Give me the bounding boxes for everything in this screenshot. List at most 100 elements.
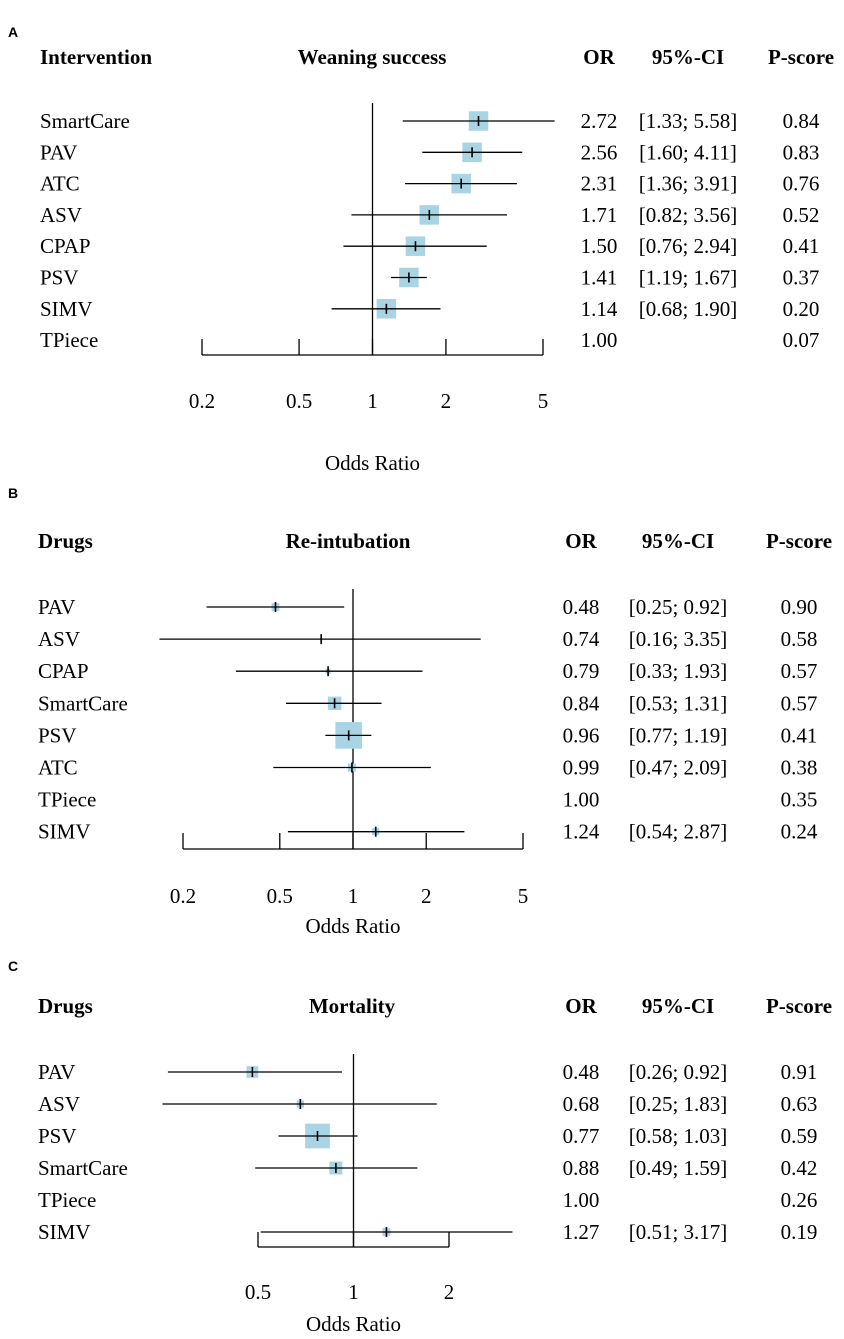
x-tick-label: 0.5 [267, 884, 293, 908]
pscore-value: 0.24 [781, 820, 818, 844]
or-value: 0.88 [563, 1156, 600, 1180]
row-psv: PSV 0.77 [0.58; 1.03] 0.59 [38, 1123, 817, 1149]
header-label: Drugs [38, 529, 93, 553]
row-pav: PAV 0.48 [0.25; 0.92] 0.90 [38, 595, 817, 619]
row-label: PSV [38, 723, 77, 747]
x-tick-label: 1 [348, 884, 359, 908]
x-axis-title: Odds Ratio [305, 914, 400, 938]
ci-value: [0.33; 1.93] [629, 659, 728, 683]
pscore-value: 0.57 [781, 691, 818, 715]
pscore-value: 0.84 [783, 109, 820, 133]
header-ci: 95%-CI [642, 994, 714, 1018]
pscore-value: 0.41 [781, 723, 818, 747]
row-label: TPiece [38, 788, 96, 812]
x-tick-label: 0.5 [245, 1280, 271, 1304]
or-value: 0.77 [563, 1124, 600, 1148]
x-tick-label: 2 [421, 884, 432, 908]
row-simv: SIMV 1.27 [0.51; 3.17] 0.19 [38, 1220, 817, 1244]
row-label: CPAP [38, 659, 89, 683]
x-tick-label: 2 [444, 1280, 455, 1304]
row-pav: PAV 0.48 [0.26; 0.92] 0.91 [38, 1060, 817, 1084]
x-axis: 0.5 1 2 Odds Ratio [245, 1232, 454, 1336]
or-value: 1.00 [563, 1188, 600, 1212]
row-smartcare: SmartCare 0.88 [0.49; 1.59] 0.42 [38, 1156, 817, 1180]
row-atc: ATC 2.31 [1.36; 3.91] 0.76 [40, 172, 819, 196]
pscore-value: 0.35 [781, 788, 818, 812]
pscore-value: 0.41 [783, 234, 820, 258]
panel-a: A Intervention Weaning success OR 95%-CI P-sc… [8, 24, 834, 475]
header-title: Weaning success [298, 45, 447, 69]
pscore-value: 0.26 [781, 1188, 818, 1212]
or-value: 2.56 [581, 140, 618, 164]
ci-value: [0.77; 1.19] [629, 723, 728, 747]
ci-value: [0.49; 1.59] [629, 1156, 728, 1180]
row-label: ASV [40, 203, 82, 227]
row-simv: SIMV 1.24 [0.54; 2.87] 0.24 [38, 820, 818, 844]
x-tick-label: 1 [367, 389, 378, 413]
row-tpiece: TPiece 1.00 0.26 [38, 1188, 817, 1212]
or-value: 0.84 [563, 691, 600, 715]
row-label: SIMV [40, 297, 93, 321]
ci-value: [0.25; 1.83] [629, 1092, 728, 1116]
row-label: PAV [40, 140, 77, 164]
row-simv: SIMV 1.14 [0.68; 1.90] 0.20 [40, 297, 819, 321]
header-or: OR [565, 529, 597, 553]
ci-value: [0.26; 0.92] [629, 1060, 728, 1084]
row-label: ASV [38, 1092, 80, 1116]
x-tick-label: 5 [518, 884, 529, 908]
or-value: 2.31 [581, 172, 618, 196]
row-label: SIMV [38, 1220, 91, 1244]
row-tpiece: TPiece 1.00 0.35 [38, 788, 817, 812]
row-label: ATC [40, 172, 80, 196]
or-value: 1.14 [581, 297, 618, 321]
ci-value: [0.47; 2.09] [629, 756, 728, 780]
row-label: SIMV [38, 820, 91, 844]
ci-value: [0.51; 3.17] [629, 1220, 728, 1244]
or-value: 1.71 [581, 203, 618, 227]
or-value: 0.48 [563, 1060, 600, 1084]
pscore-value: 0.76 [783, 172, 820, 196]
row-asv: ASV 0.68 [0.25; 1.83] 0.63 [38, 1092, 817, 1116]
row-label: PSV [38, 1124, 77, 1148]
panel-letter: A [8, 24, 18, 40]
ci-value: [1.33; 5.58] [639, 109, 738, 133]
pscore-value: 0.37 [783, 266, 820, 290]
ci-value: [0.16; 3.35] [629, 627, 728, 651]
x-axis-title: Odds Ratio [325, 451, 420, 475]
row-smartcare: SmartCare 0.84 [0.53; 1.31] 0.57 [38, 691, 817, 715]
header-title: Re-intubation [286, 529, 411, 553]
panel-letter: C [8, 958, 18, 974]
row-label: CPAP [40, 234, 91, 258]
x-tick-label: 2 [441, 389, 452, 413]
ci-value: [1.36; 3.91] [639, 172, 738, 196]
row-pav: PAV 2.56 [1.60; 4.11] 0.83 [40, 140, 819, 164]
ci-value: [0.76; 2.94] [639, 234, 738, 258]
row-label: ASV [38, 627, 80, 651]
row-smartcare: SmartCare 2.72 [1.33; 5.58] 0.84 [40, 109, 820, 133]
or-value: 0.79 [563, 659, 600, 683]
header-or: OR [583, 45, 615, 69]
or-value: 1.00 [563, 788, 600, 812]
pscore-value: 0.20 [783, 297, 820, 321]
header-pscore: P-score [766, 994, 832, 1018]
ci-value: [1.60; 4.11] [639, 140, 737, 164]
row-psv: PSV 0.96 [0.77; 1.19] 0.41 [38, 722, 817, 749]
ci-value: [0.82; 3.56] [639, 203, 738, 227]
or-value: 0.99 [563, 756, 600, 780]
panel-b: B Drugs Re-intubation OR 95%-CI P-score PAV 0.4… [8, 485, 832, 938]
row-tpiece: TPiece 1.00 0.07 [40, 328, 819, 352]
ci-value: [0.68; 1.90] [639, 297, 738, 321]
pscore-value: 0.07 [783, 328, 820, 352]
pscore-value: 0.91 [781, 1060, 818, 1084]
pscore-value: 0.63 [781, 1092, 818, 1116]
or-value: 1.00 [581, 328, 618, 352]
ci-value: [0.25; 0.92] [629, 595, 728, 619]
pscore-value: 0.83 [783, 140, 820, 164]
row-label: TPiece [40, 328, 98, 352]
or-value: 0.68 [563, 1092, 600, 1116]
row-label: SmartCare [38, 691, 128, 715]
row-atc: ATC 0.99 [0.47; 2.09] 0.38 [38, 756, 817, 780]
row-label: PAV [38, 1060, 75, 1084]
x-axis-title: Odds Ratio [306, 1312, 401, 1336]
